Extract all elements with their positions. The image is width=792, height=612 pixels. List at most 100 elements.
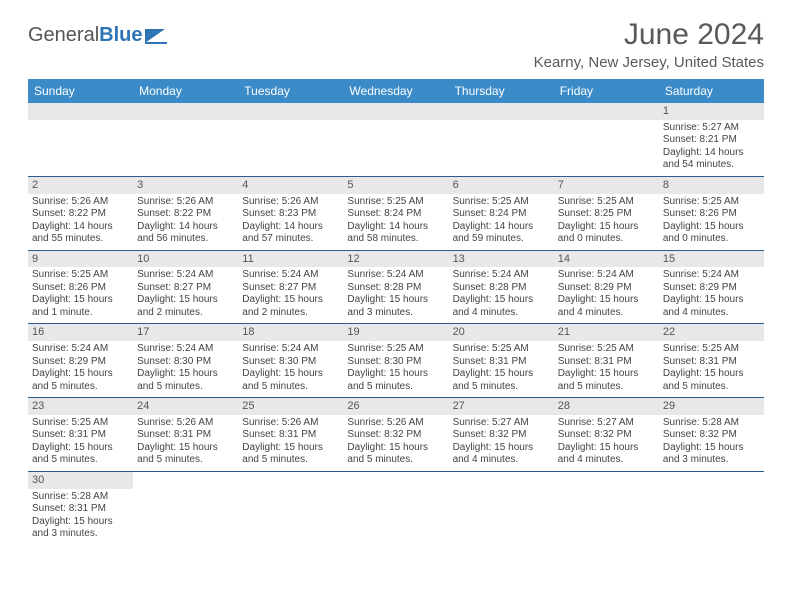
calendar-day-cell: 24Sunrise: 5:26 AMSunset: 8:31 PMDayligh… bbox=[133, 398, 238, 472]
calendar-day-cell: 13Sunrise: 5:24 AMSunset: 8:28 PMDayligh… bbox=[449, 250, 554, 324]
calendar-week-row: 9Sunrise: 5:25 AMSunset: 8:26 PMDaylight… bbox=[28, 250, 764, 324]
sunrise-text: Sunrise: 5:25 AM bbox=[32, 417, 129, 430]
weekday-header: Tuesday bbox=[238, 79, 343, 103]
sunrise-text: Sunrise: 5:26 AM bbox=[347, 417, 444, 430]
day-number: 5 bbox=[343, 177, 448, 194]
day-number: 9 bbox=[28, 251, 133, 268]
sunset-text: Sunset: 8:31 PM bbox=[137, 429, 234, 442]
daylight-line2: and 5 minutes. bbox=[242, 454, 339, 467]
daylight-line2: and 1 minute. bbox=[32, 307, 129, 320]
day-number: 7 bbox=[554, 177, 659, 194]
sunrise-text: Sunrise: 5:24 AM bbox=[32, 343, 129, 356]
daylight-line2: and 5 minutes. bbox=[347, 454, 444, 467]
day-number: 18 bbox=[238, 324, 343, 341]
sunrise-text: Sunrise: 5:26 AM bbox=[32, 196, 129, 209]
calendar-day-cell: 10Sunrise: 5:24 AMSunset: 8:27 PMDayligh… bbox=[133, 250, 238, 324]
calendar-day-cell: 18Sunrise: 5:24 AMSunset: 8:30 PMDayligh… bbox=[238, 324, 343, 398]
daylight-line2: and 4 minutes. bbox=[558, 307, 655, 320]
daylight-line2: and 58 minutes. bbox=[347, 233, 444, 246]
daylight-line2: and 5 minutes. bbox=[32, 381, 129, 394]
daylight-line1: Daylight: 15 hours bbox=[137, 442, 234, 455]
sunset-text: Sunset: 8:27 PM bbox=[242, 282, 339, 295]
daylight-line2: and 55 minutes. bbox=[32, 233, 129, 246]
daylight-line1: Daylight: 15 hours bbox=[453, 368, 550, 381]
daylight-line1: Daylight: 15 hours bbox=[558, 221, 655, 234]
daylight-line1: Daylight: 15 hours bbox=[663, 442, 760, 455]
calendar-day-cell: 2Sunrise: 5:26 AMSunset: 8:22 PMDaylight… bbox=[28, 176, 133, 250]
sunrise-text: Sunrise: 5:24 AM bbox=[453, 269, 550, 282]
sunset-text: Sunset: 8:31 PM bbox=[558, 356, 655, 369]
daylight-line1: Daylight: 15 hours bbox=[32, 294, 129, 307]
calendar-day-cell: 5 Sunrise: 5:25 AMSunset: 8:24 PMDaylight… bbox=[343, 176, 448, 250]
sunset-text: Sunset: 8:21 PM bbox=[663, 134, 760, 147]
empty-daynum-strip bbox=[133, 103, 238, 120]
sunset-text: Sunset: 8:31 PM bbox=[453, 356, 550, 369]
daylight-line1: Daylight: 15 hours bbox=[137, 368, 234, 381]
logo: GeneralBlue bbox=[28, 24, 167, 47]
day-number: 12 bbox=[343, 251, 448, 268]
day-number: 16 bbox=[28, 324, 133, 341]
sunrise-text: Sunrise: 5:26 AM bbox=[137, 417, 234, 430]
calendar-day-cell: 16Sunrise: 5:24 AMSunset: 8:29 PMDayligh… bbox=[28, 324, 133, 398]
daylight-line1: Daylight: 14 hours bbox=[347, 221, 444, 234]
sunset-text: Sunset: 8:30 PM bbox=[347, 356, 444, 369]
daylight-line2: and 4 minutes. bbox=[663, 307, 760, 320]
day-number: 15 bbox=[659, 251, 764, 268]
daylight-line2: and 5 minutes. bbox=[242, 381, 339, 394]
sunset-text: Sunset: 8:32 PM bbox=[453, 429, 550, 442]
daylight-line1: Daylight: 15 hours bbox=[663, 221, 760, 234]
weekday-header: Saturday bbox=[659, 79, 764, 103]
calendar-week-row: 1Sunrise: 5:27 AMSunset: 8:21 PMDaylight… bbox=[28, 103, 764, 176]
sunrise-text: Sunrise: 5:25 AM bbox=[663, 343, 760, 356]
daylight-line1: Daylight: 15 hours bbox=[558, 368, 655, 381]
calendar-day-cell: 25Sunrise: 5:26 AMSunset: 8:31 PMDayligh… bbox=[238, 398, 343, 472]
daylight-line2: and 59 minutes. bbox=[453, 233, 550, 246]
calendar-day-cell: 20Sunrise: 5:25 AMSunset: 8:31 PMDayligh… bbox=[449, 324, 554, 398]
calendar-day-cell: 1Sunrise: 5:27 AMSunset: 8:21 PMDaylight… bbox=[659, 103, 764, 176]
daylight-line1: Daylight: 15 hours bbox=[347, 368, 444, 381]
calendar-week-row: 23Sunrise: 5:25 AMSunset: 8:31 PMDayligh… bbox=[28, 398, 764, 472]
sunrise-text: Sunrise: 5:24 AM bbox=[347, 269, 444, 282]
day-number: 2 bbox=[28, 177, 133, 194]
calendar-day-cell: 8Sunrise: 5:25 AMSunset: 8:26 PMDaylight… bbox=[659, 176, 764, 250]
sunrise-text: Sunrise: 5:25 AM bbox=[558, 196, 655, 209]
daylight-line2: and 4 minutes. bbox=[558, 454, 655, 467]
calendar-day-cell: 3Sunrise: 5:26 AMSunset: 8:22 PMDaylight… bbox=[133, 176, 238, 250]
day-number: 20 bbox=[449, 324, 554, 341]
daylight-line2: and 4 minutes. bbox=[453, 454, 550, 467]
sunrise-text: Sunrise: 5:26 AM bbox=[137, 196, 234, 209]
weekday-header: Monday bbox=[133, 79, 238, 103]
weekday-header: Wednesday bbox=[343, 79, 448, 103]
daylight-line2: and 57 minutes. bbox=[242, 233, 339, 246]
calendar-day-cell: 12Sunrise: 5:24 AMSunset: 8:28 PMDayligh… bbox=[343, 250, 448, 324]
sunrise-text: Sunrise: 5:25 AM bbox=[347, 196, 444, 209]
calendar-week-row: 16Sunrise: 5:24 AMSunset: 8:29 PMDayligh… bbox=[28, 324, 764, 398]
daylight-line2: and 5 minutes. bbox=[32, 454, 129, 467]
empty-daynum-strip bbox=[554, 103, 659, 120]
sunrise-text: Sunrise: 5:25 AM bbox=[558, 343, 655, 356]
sunset-text: Sunset: 8:23 PM bbox=[242, 208, 339, 221]
calendar-empty-cell bbox=[238, 103, 343, 176]
calendar-day-cell: 4Sunrise: 5:26 AMSunset: 8:23 PMDaylight… bbox=[238, 176, 343, 250]
weekday-header-row: Sunday Monday Tuesday Wednesday Thursday… bbox=[28, 79, 764, 103]
calendar-day-cell: 19Sunrise: 5:25 AMSunset: 8:30 PMDayligh… bbox=[343, 324, 448, 398]
calendar-day-cell: 21Sunrise: 5:25 AMSunset: 8:31 PMDayligh… bbox=[554, 324, 659, 398]
sunset-text: Sunset: 8:24 PM bbox=[347, 208, 444, 221]
calendar-table: Sunday Monday Tuesday Wednesday Thursday… bbox=[28, 79, 764, 545]
day-number: 11 bbox=[238, 251, 343, 268]
daylight-line2: and 5 minutes. bbox=[453, 381, 550, 394]
calendar-day-cell: 22Sunrise: 5:25 AMSunset: 8:31 PMDayligh… bbox=[659, 324, 764, 398]
sunrise-text: Sunrise: 5:25 AM bbox=[347, 343, 444, 356]
daylight-line2: and 5 minutes. bbox=[137, 381, 234, 394]
calendar-empty-cell bbox=[449, 471, 554, 544]
sunrise-text: Sunrise: 5:24 AM bbox=[558, 269, 655, 282]
logo-text-2: Blue bbox=[99, 24, 142, 47]
calendar-day-cell: 15Sunrise: 5:24 AMSunset: 8:29 PMDayligh… bbox=[659, 250, 764, 324]
calendar-day-cell: 29Sunrise: 5:28 AMSunset: 8:32 PMDayligh… bbox=[659, 398, 764, 472]
day-number: 8 bbox=[659, 177, 764, 194]
sunset-text: Sunset: 8:31 PM bbox=[32, 429, 129, 442]
day-number: 13 bbox=[449, 251, 554, 268]
sunset-text: Sunset: 8:25 PM bbox=[558, 208, 655, 221]
day-number: 22 bbox=[659, 324, 764, 341]
sunrise-text: Sunrise: 5:28 AM bbox=[32, 491, 129, 504]
